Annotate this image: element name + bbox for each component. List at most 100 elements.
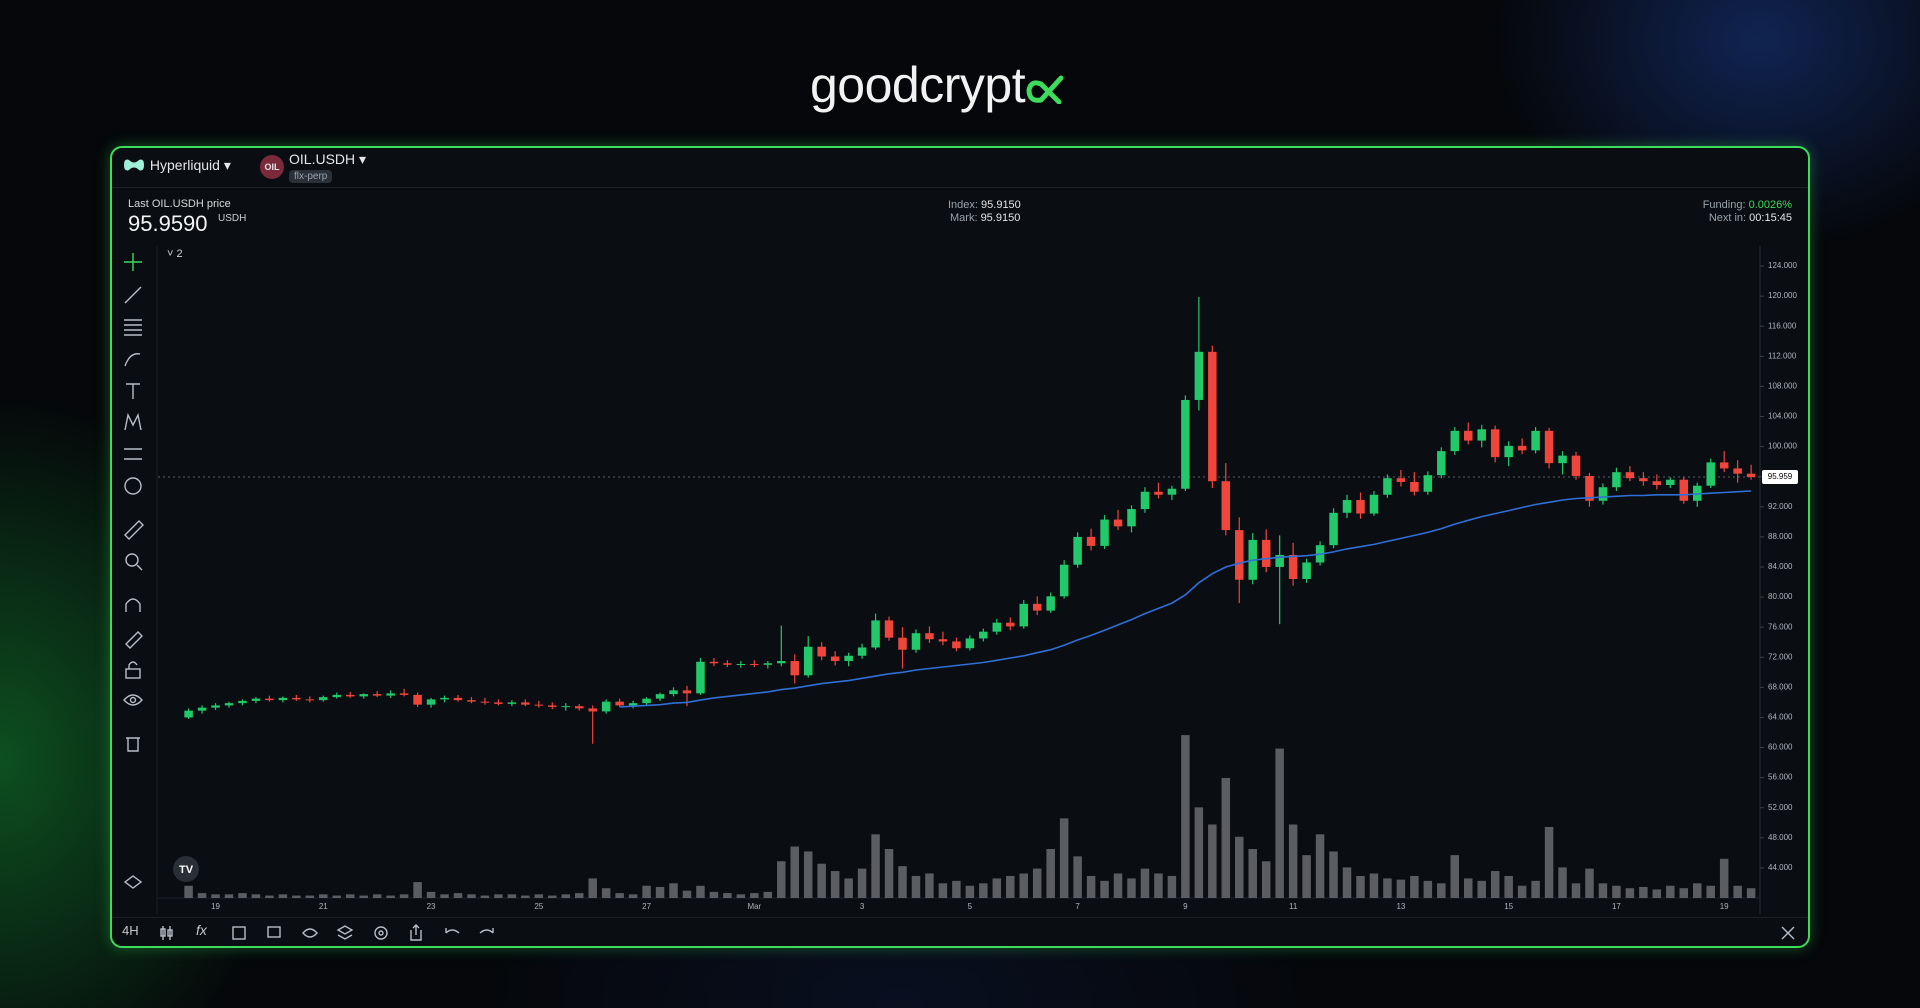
exchange-selector[interactable]: Hyperliquid ▾: [122, 157, 231, 174]
interval-button[interactable]: 4H: [122, 923, 139, 938]
undo-button[interactable]: [445, 928, 460, 934]
candle-body: [1410, 481, 1419, 492]
candle-body: [305, 699, 315, 701]
brand-logo: goodcrypt: [810, 56, 1067, 114]
brand-text: goodcrypt: [810, 57, 1026, 113]
y-tick-label: 112.000: [1768, 351, 1797, 360]
redo-button[interactable]: [479, 928, 494, 934]
candle-body: [1490, 429, 1500, 458]
volume-bar: [1571, 883, 1581, 898]
candle-body: [494, 702, 503, 704]
candle-body: [184, 710, 193, 718]
magnet-tool[interactable]: [125, 598, 141, 612]
candle-body: [601, 701, 611, 712]
crosshair-tool[interactable]: [124, 253, 142, 271]
volume-bar: [696, 885, 705, 898]
candle-body: [278, 697, 288, 701]
brush-tool[interactable]: [124, 353, 141, 367]
candle-body: [211, 705, 220, 708]
candle-body: [1100, 519, 1109, 546]
candle-body: [709, 661, 719, 664]
candle-body: [884, 620, 894, 638]
x-tick-label: 13: [1396, 902, 1405, 911]
close-button[interactable]: [1781, 926, 1795, 940]
candle-body: [345, 694, 355, 697]
symbol-selector[interactable]: OIL.USDH ▾: [289, 151, 367, 167]
prediction-tool[interactable]: [124, 448, 142, 460]
trendline-tool[interactable]: [124, 286, 142, 304]
volume-bar: [305, 895, 315, 898]
volume-bar: [777, 861, 786, 898]
candle-body: [1437, 451, 1446, 476]
fib-tool[interactable]: [124, 319, 142, 336]
fullscreen-button[interactable]: [232, 926, 246, 940]
replay-button[interactable]: [302, 928, 318, 938]
volume-bar: [1006, 875, 1015, 898]
volume-bar: [399, 894, 409, 898]
volume-bar: [601, 888, 611, 898]
chart-type-button[interactable]: [160, 926, 173, 940]
x-tick-label: 25: [534, 902, 543, 911]
volume-bar: [1464, 878, 1473, 898]
candle-body: [628, 703, 638, 706]
layers-button[interactable]: [336, 925, 354, 940]
candle-body: [777, 661, 786, 664]
compare-button[interactable]: [267, 926, 281, 938]
volume-bar: [1558, 867, 1567, 898]
candle-body: [1194, 351, 1204, 400]
delete-tool[interactable]: [126, 737, 140, 752]
volume-bar: [1235, 836, 1244, 898]
candle-body: [790, 661, 799, 676]
share-button[interactable]: [410, 924, 422, 941]
price-unit: USDH: [218, 213, 247, 224]
pattern-tool[interactable]: [124, 412, 142, 431]
candle-body: [803, 646, 813, 676]
volume-bar: [1073, 856, 1082, 898]
candle-body: [1208, 351, 1217, 482]
volume-bar: [1437, 883, 1446, 898]
volume-bar: [467, 894, 476, 898]
candle-body: [655, 694, 665, 699]
volume-bar: [1329, 851, 1338, 898]
toolbar-divider: [112, 917, 1808, 918]
volume-bar: [1504, 875, 1513, 898]
candle-body: [1167, 488, 1177, 495]
volume-bar: [938, 883, 948, 898]
header-divider: [112, 187, 1808, 188]
y-tick-label: 68.000: [1768, 682, 1793, 691]
object-tree-tool[interactable]: [123, 875, 143, 889]
market-type-badge: flx-perp: [289, 170, 333, 183]
funding-row: Funding: 0.0026%: [1703, 199, 1792, 211]
zoom-tool[interactable]: [125, 553, 143, 571]
volume-bar: [1746, 888, 1756, 898]
candle-body: [399, 693, 409, 695]
volume-bar: [992, 878, 1002, 898]
volume-bar: [1450, 855, 1460, 898]
x-tick-label: 23: [427, 902, 436, 911]
volume-bar: [1652, 889, 1662, 898]
candle-body: [817, 646, 826, 657]
candle-body: [1423, 475, 1433, 492]
volume-bar: [1733, 885, 1742, 898]
candle-body: [319, 697, 328, 701]
y-tick-label: 92.000: [1768, 502, 1793, 511]
volume-bar: [763, 891, 773, 898]
index-value: 95.9150: [981, 199, 1021, 211]
candle-body: [938, 639, 948, 642]
volume-bar: [844, 878, 853, 898]
indicator-toggle[interactable]: ˅ 2: [167, 248, 183, 260]
text-tool[interactable]: [126, 383, 140, 399]
ruler-tool[interactable]: [124, 520, 144, 540]
settings-button[interactable]: [374, 926, 388, 940]
visibility-tool[interactable]: [123, 694, 143, 706]
lock-tool[interactable]: [125, 661, 141, 679]
volume-bar: [979, 883, 988, 898]
emoji-tool[interactable]: [124, 477, 142, 495]
indicators-button[interactable]: fx: [196, 922, 207, 938]
volume-bar: [1383, 878, 1392, 898]
volume-bar: [1302, 855, 1311, 898]
volume-bar: [1517, 885, 1527, 898]
lock-draw-tool[interactable]: [125, 631, 143, 649]
volume-bar: [1127, 878, 1136, 898]
volume-bar: [548, 895, 557, 898]
